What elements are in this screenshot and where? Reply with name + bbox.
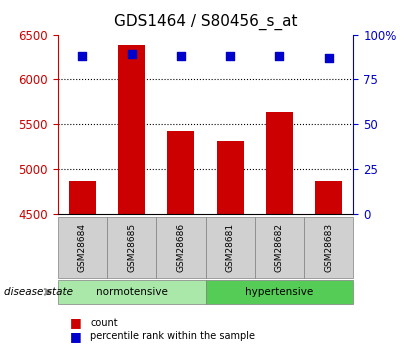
Text: ■: ■ [70,316,82,329]
Text: hypertensive: hypertensive [245,287,314,297]
Bar [167,131,194,214]
Text: GSM28684: GSM28684 [78,223,87,272]
Point [128,51,135,57]
Bar [118,45,145,214]
Point [276,53,283,59]
Text: GSM28683: GSM28683 [324,223,333,272]
Text: GSM28685: GSM28685 [127,223,136,272]
Point [79,53,85,59]
Text: GSM28682: GSM28682 [275,223,284,272]
Text: normotensive: normotensive [96,287,167,297]
Point [178,53,184,59]
Text: GSM28681: GSM28681 [226,223,235,272]
Bar [69,181,96,214]
Text: disease state: disease state [4,287,73,297]
Title: GDS1464 / S80456_s_at: GDS1464 / S80456_s_at [114,14,297,30]
Text: percentile rank within the sample: percentile rank within the sample [90,332,255,341]
Text: count: count [90,318,118,327]
Text: ■: ■ [70,330,82,343]
Text: GSM28686: GSM28686 [176,223,185,272]
Bar [266,112,293,214]
Bar [217,141,244,214]
Point [227,53,233,59]
Bar [315,181,342,214]
Point [326,55,332,61]
